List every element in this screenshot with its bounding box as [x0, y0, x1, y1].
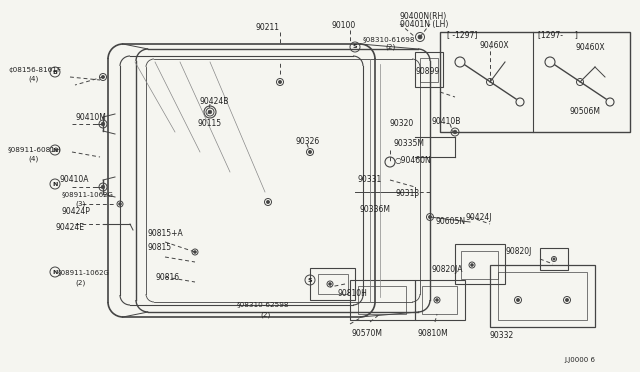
Bar: [420, 58, 438, 82]
Text: 90424J: 90424J: [465, 212, 492, 221]
Text: 90400N(RH): 90400N(RH): [400, 13, 447, 22]
Text: 90810H: 90810H: [338, 289, 368, 298]
Circle shape: [208, 110, 212, 114]
Circle shape: [278, 80, 282, 84]
Text: 90424E: 90424E: [55, 222, 84, 231]
Text: 90570M: 90570M: [352, 330, 383, 339]
Text: 90410A: 90410A: [60, 176, 90, 185]
Text: §08911-1062G: §08911-1062G: [62, 191, 114, 197]
Text: 90816: 90816: [155, 273, 179, 282]
Text: 90460X: 90460X: [575, 42, 605, 51]
Text: §08911-6081H: §08911-6081H: [8, 146, 61, 152]
Circle shape: [101, 122, 105, 126]
Text: 90115: 90115: [198, 119, 222, 128]
Bar: [490, 265, 595, 327]
Text: (2): (2): [260, 312, 270, 318]
Text: ○90460N: ○90460N: [395, 155, 432, 164]
Circle shape: [516, 298, 520, 302]
Bar: [461, 251, 498, 279]
Text: 90335M: 90335M: [393, 140, 424, 148]
Text: 90313: 90313: [395, 189, 419, 199]
Text: 90820J: 90820J: [505, 247, 531, 257]
Text: B: B: [52, 70, 58, 74]
Bar: [422, 286, 457, 314]
Text: 90326: 90326: [295, 138, 319, 147]
Text: 90332: 90332: [490, 330, 515, 340]
Bar: [350, 280, 415, 320]
Text: N: N: [52, 182, 58, 186]
Text: §08310-61698: §08310-61698: [363, 36, 415, 42]
Bar: [415, 280, 465, 320]
Text: J.J0000 6: J.J0000 6: [564, 357, 595, 363]
Bar: [318, 274, 348, 294]
Circle shape: [266, 201, 269, 203]
Bar: [310, 268, 355, 300]
Text: 90424B: 90424B: [200, 97, 229, 106]
Text: 90460X: 90460X: [480, 42, 509, 51]
Circle shape: [329, 283, 332, 285]
Text: 90815+A: 90815+A: [148, 230, 184, 238]
Text: 90100: 90100: [332, 20, 356, 29]
Text: (2): (2): [385, 44, 396, 50]
Text: 90336M: 90336M: [360, 205, 391, 215]
Text: 90401N (LH): 90401N (LH): [400, 20, 449, 29]
Circle shape: [565, 298, 568, 302]
Text: 90331: 90331: [358, 176, 382, 185]
Text: 90506M: 90506M: [570, 108, 601, 116]
Text: (4): (4): [28, 76, 38, 82]
Text: 90211: 90211: [256, 22, 280, 32]
Circle shape: [308, 150, 312, 154]
Bar: [440, 32, 630, 132]
Circle shape: [101, 76, 104, 78]
Text: ¢08156-8161F: ¢08156-8161F: [8, 67, 61, 73]
Text: §08310-62598: §08310-62598: [237, 301, 289, 307]
Text: §08911-1062G: §08911-1062G: [58, 269, 110, 275]
Text: [ -1297]: [ -1297]: [447, 31, 477, 39]
Circle shape: [470, 264, 474, 266]
Text: S: S: [353, 45, 357, 49]
Text: [1297-     ]: [1297- ]: [538, 31, 578, 39]
Text: 90410B: 90410B: [432, 118, 461, 126]
Text: 90810M: 90810M: [418, 330, 449, 339]
Circle shape: [118, 203, 122, 205]
Text: 90424P: 90424P: [62, 208, 91, 217]
Circle shape: [453, 130, 457, 134]
Text: 90605N: 90605N: [435, 218, 465, 227]
Text: (4): (4): [28, 156, 38, 162]
Circle shape: [418, 35, 422, 39]
Text: S: S: [308, 278, 312, 282]
Circle shape: [101, 185, 105, 189]
Circle shape: [436, 299, 438, 301]
Text: 90410M: 90410M: [75, 112, 106, 122]
Text: N: N: [52, 269, 58, 275]
Circle shape: [553, 258, 555, 260]
Text: (3): (3): [75, 201, 85, 207]
Text: 90815: 90815: [148, 244, 172, 253]
Circle shape: [194, 251, 196, 253]
Text: 90899: 90899: [415, 67, 439, 77]
Bar: [498, 272, 587, 320]
Text: 90820JA: 90820JA: [432, 266, 463, 275]
Bar: [455, 244, 505, 284]
Bar: [540, 248, 568, 270]
Text: (2): (2): [75, 280, 85, 286]
Bar: [358, 286, 406, 314]
Circle shape: [428, 215, 431, 219]
Text: 90320: 90320: [390, 119, 414, 128]
Text: N: N: [52, 148, 58, 153]
Bar: [415, 52, 443, 87]
